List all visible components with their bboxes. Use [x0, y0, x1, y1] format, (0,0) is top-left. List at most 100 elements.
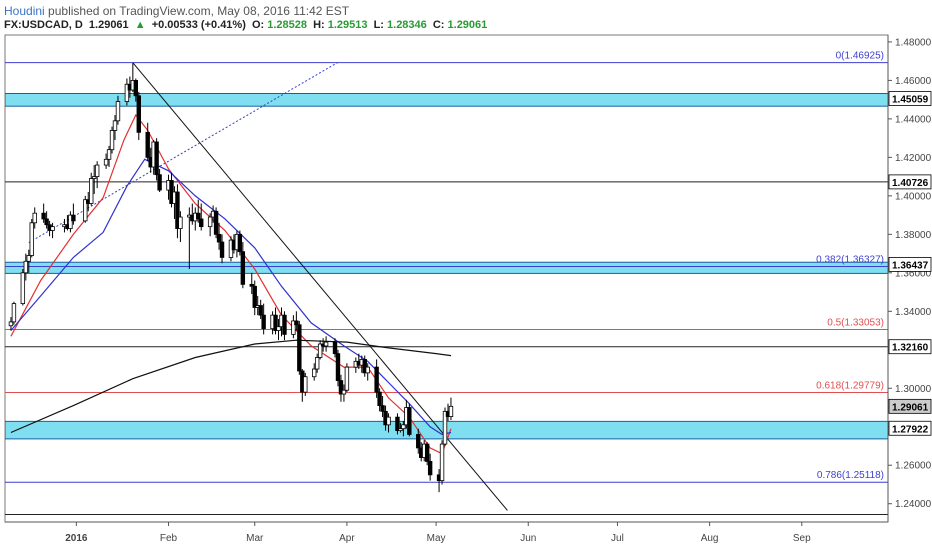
- candle-body: [112, 120, 118, 131]
- candle: [294, 311, 299, 331]
- candle-body: [317, 343, 323, 358]
- candle-body: [178, 216, 183, 229]
- candle-body: [442, 410, 448, 445]
- candle: [23, 253, 29, 281]
- candle-body: [377, 391, 382, 406]
- candle: [20, 268, 26, 306]
- candle-body: [11, 303, 17, 323]
- close-label: C:: [432, 19, 445, 31]
- price-tick-label: 1.46000: [895, 76, 932, 87]
- candle-body: [297, 324, 302, 372]
- candle: [442, 407, 448, 446]
- candle-body: [32, 212, 37, 224]
- price-label-box: [888, 174, 932, 190]
- candle: [196, 199, 201, 223]
- candle: [344, 363, 350, 393]
- date-tick-label: May: [427, 533, 446, 544]
- candle: [154, 138, 159, 181]
- high-label: H:: [313, 19, 325, 31]
- candle-body: [273, 314, 278, 331]
- date-tick-label: Sep: [793, 533, 811, 544]
- candle: [395, 413, 400, 435]
- candle-body: [386, 416, 391, 426]
- candle-body: [29, 222, 34, 256]
- date-tick-label: Aug: [701, 533, 719, 544]
- candle: [199, 203, 204, 231]
- candle: [68, 211, 73, 233]
- close-value: 1.29061: [447, 19, 488, 31]
- candle: [314, 353, 320, 373]
- candle: [297, 320, 302, 375]
- candle-body: [427, 460, 433, 476]
- candle-body: [294, 320, 299, 326]
- candle-body: [145, 131, 150, 158]
- price-label-box: [888, 339, 932, 355]
- candle: [44, 211, 49, 229]
- candle-body: [103, 158, 109, 166]
- candle: [207, 213, 213, 237]
- fib-label-3: 0.618(1.29779): [816, 381, 884, 392]
- change-value: +0.00533 (+0.41%): [151, 19, 246, 31]
- publish-line: Houdini published on TradingView.com, Ma…: [4, 4, 349, 18]
- candle-body: [237, 233, 243, 253]
- candle: [386, 413, 391, 433]
- author-link[interactable]: Houdini: [4, 4, 45, 18]
- price-label-text: 1.32160: [892, 343, 929, 354]
- candle-body: [207, 216, 213, 228]
- date-tick-label: Jul: [611, 533, 624, 544]
- price-tick-label: 1.26000: [895, 461, 932, 472]
- candle: [448, 397, 454, 421]
- candle: [29, 218, 34, 258]
- candle-body: [196, 212, 201, 220]
- price-label-box: [888, 257, 932, 272]
- date-tick-label: Mar: [246, 533, 264, 544]
- candle-body: [154, 141, 159, 176]
- candle: [240, 242, 246, 289]
- candle: [338, 374, 344, 402]
- candle-body: [26, 255, 31, 262]
- price-label-text: 1.36437: [892, 260, 929, 271]
- open-label: O:: [251, 19, 265, 31]
- candle: [124, 78, 130, 106]
- candle: [303, 372, 308, 396]
- candle: [11, 301, 17, 325]
- candle-body: [252, 285, 257, 308]
- candle: [374, 359, 379, 398]
- chart-area[interactable]: 0(1.46925) 0.382(1.36327) 0.5(1.33053) 0.61…: [0, 34, 932, 550]
- candle-body: [249, 283, 254, 287]
- candle-body: [8, 321, 14, 327]
- candle: [439, 440, 445, 485]
- candle: [282, 311, 287, 341]
- fib-label-1: 0.382(1.36327): [816, 255, 884, 266]
- candle: [317, 340, 323, 360]
- candle-body: [344, 366, 350, 391]
- candle-body: [50, 226, 55, 231]
- price-label-text: 1.45059: [892, 95, 929, 106]
- candle: [94, 161, 100, 189]
- candle: [216, 222, 222, 250]
- candle-body: [401, 424, 406, 430]
- published-text: published on TradingView.com, May 08, 20…: [48, 4, 350, 18]
- candle-body: [338, 380, 344, 395]
- candle-body: [68, 214, 73, 229]
- price-tick-label: 1.44000: [895, 114, 932, 125]
- candle: [401, 420, 406, 437]
- candle-body: [115, 101, 121, 122]
- candle-body: [136, 95, 141, 133]
- price-tick-label: 1.30000: [895, 384, 932, 395]
- candle: [157, 168, 162, 193]
- price-chart[interactable]: 0(1.46925) 0.382(1.36327) 0.5(1.33053) 0.61…: [0, 34, 932, 550]
- candle-body: [416, 434, 421, 449]
- price-label-box: [888, 420, 932, 436]
- fib-label-4: 0.786(1.25118): [817, 470, 884, 481]
- symbol-label: FX:USDCAD, D: [4, 19, 83, 31]
- candle: [145, 122, 150, 162]
- candle: [103, 153, 109, 169]
- candle-body: [407, 407, 412, 435]
- candle: [112, 115, 118, 141]
- chart-header: Houdini published on TradingView.com, Ma…: [0, 0, 932, 34]
- candle: [416, 428, 421, 454]
- candle: [273, 307, 278, 335]
- candle: [377, 388, 382, 412]
- candle: [71, 203, 76, 225]
